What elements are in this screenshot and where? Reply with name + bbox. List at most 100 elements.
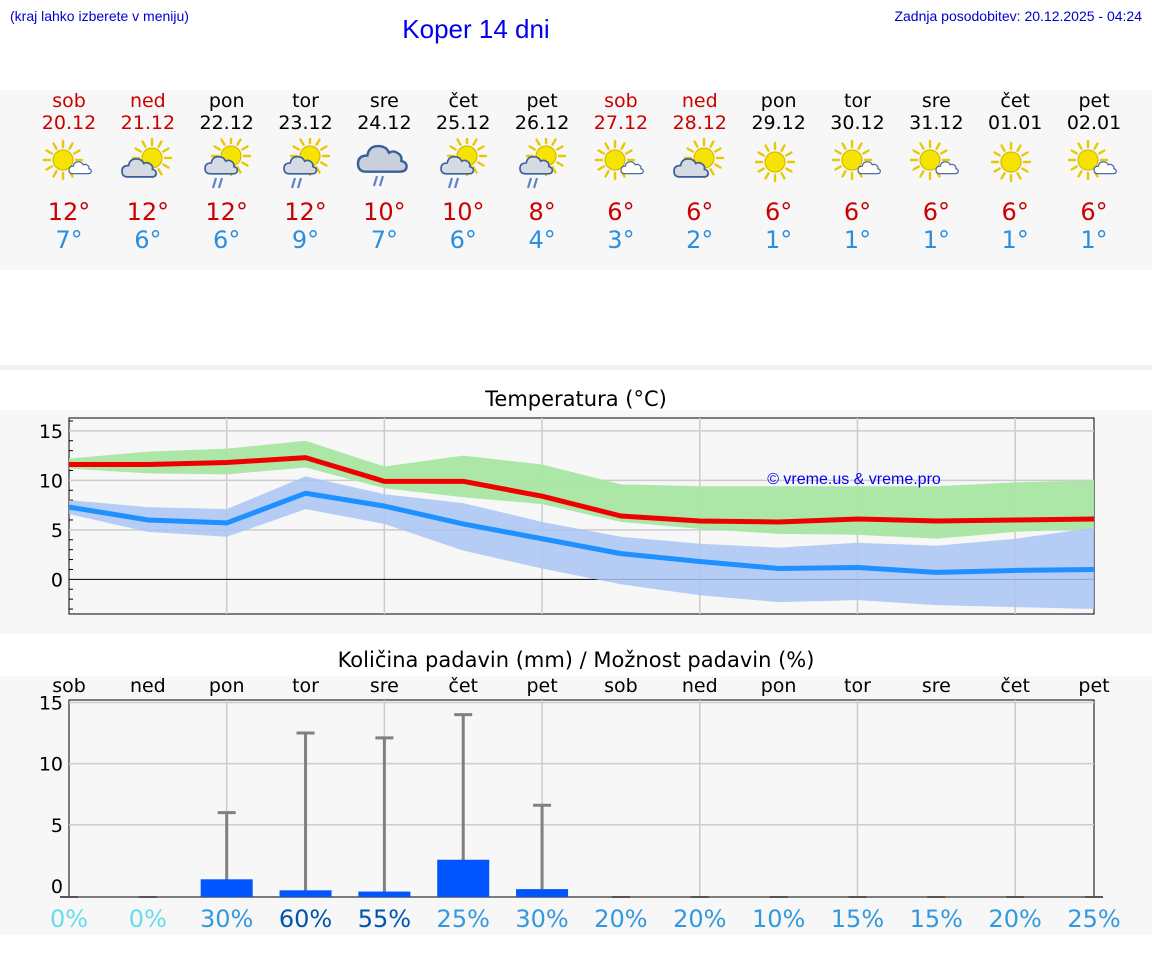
- max-temperature: 6°: [843, 198, 872, 226]
- y-tick-label: 15: [39, 421, 63, 443]
- menu-hint: (kraj lahko izberete v meniju): [10, 8, 189, 24]
- max-temperature: 12°: [284, 198, 327, 226]
- sun-cloud-icon: [29, 134, 109, 198]
- day-column: pet 26.12 8° 4°: [502, 90, 582, 254]
- precip-probability: 25%: [1067, 905, 1120, 933]
- sun-icon: [739, 134, 819, 198]
- x-tick-label: sre: [922, 675, 951, 697]
- tmin-range-band: [69, 476, 1094, 610]
- day-name: pon: [208, 90, 245, 112]
- min-temperature: 1°: [1001, 226, 1029, 254]
- day-date: 28.12: [672, 112, 727, 134]
- day-column: sob 20.12 12° 7°: [29, 90, 109, 254]
- sun-cloud-rain-icon: [423, 134, 503, 198]
- page-title: Koper 14 dni: [402, 14, 550, 44]
- sun-icon: [975, 134, 1055, 198]
- max-temperature: 8°: [528, 198, 556, 226]
- watermark: © vreme.us & vreme.pro: [767, 471, 941, 488]
- precip-probability: 20%: [673, 905, 726, 933]
- day-date: 26.12: [514, 112, 570, 134]
- day-name: ned: [681, 90, 718, 112]
- x-tick-label: ned: [130, 675, 166, 697]
- x-tick-label: pet: [1078, 675, 1109, 697]
- min-temperature: 1°: [922, 226, 950, 254]
- day-column: sre 24.12 10° 7°: [344, 90, 424, 254]
- forecast-band: [0, 90, 1152, 270]
- day-date: 21.12: [120, 112, 176, 134]
- day-date: 25.12: [436, 112, 491, 134]
- precip-probability: 30%: [200, 905, 253, 933]
- precip-probability: 15%: [910, 905, 963, 933]
- cloud-sun-icon: [660, 134, 740, 198]
- y-tick-label: 5: [51, 815, 63, 837]
- y-tick-label: 10: [39, 754, 63, 776]
- min-temperature: 1°: [843, 226, 872, 254]
- min-temperature: 6°: [213, 226, 241, 254]
- temperature-chart-title: Temperatura (°C): [485, 387, 667, 411]
- precip-bar: [437, 859, 490, 897]
- max-temperature: 10°: [441, 198, 485, 226]
- day-column: pon 29.12 6° 1°: [739, 90, 819, 254]
- precip-probability: 60%: [279, 905, 332, 933]
- day-date: 01.01: [987, 112, 1043, 134]
- day-column: tor 23.12 12° 9°: [266, 90, 346, 254]
- sun-cloud-icon: [818, 134, 898, 198]
- max-temperature: 12°: [47, 198, 91, 226]
- day-column: čet 01.01 6° 1°: [975, 90, 1055, 254]
- day-date: 02.01: [1066, 112, 1122, 134]
- x-tick-label: sob: [604, 675, 638, 697]
- day-date: 31.12: [909, 112, 964, 134]
- precip-bar: [516, 889, 569, 897]
- min-temperature: 4°: [528, 226, 556, 254]
- separator: [0, 365, 1152, 370]
- day-name: tor: [844, 90, 871, 112]
- day-name: ned: [129, 90, 166, 112]
- precipitation-plot-area: [68, 699, 1095, 898]
- max-temperature: 6°: [922, 198, 950, 226]
- day-name: pet: [526, 90, 558, 112]
- y-tick-label: 0: [51, 876, 63, 898]
- day-name: sob: [52, 90, 86, 112]
- day-column: pet 02.01 6° 1°: [1054, 90, 1134, 254]
- precip-probability: 20%: [594, 905, 647, 933]
- x-tick-label: ned: [682, 675, 718, 697]
- min-temperature: 6°: [449, 226, 477, 254]
- max-temperature: 12°: [126, 198, 170, 226]
- min-temperature: 1°: [1080, 226, 1108, 254]
- max-temperature: 12°: [205, 198, 248, 226]
- day-column: sre 31.12 6° 1°: [896, 90, 976, 254]
- day-date: 29.12: [751, 112, 806, 134]
- last-update: Zadnja posodobitev: 20.12.2025 - 04:24: [894, 8, 1142, 24]
- day-column: tor 30.12 6° 1°: [818, 90, 898, 254]
- tmax-line: [69, 455, 1095, 525]
- min-temperature: 3°: [607, 226, 635, 254]
- x-tick-label: pet: [526, 675, 557, 697]
- day-name: pet: [1078, 90, 1110, 112]
- max-temperature: 6°: [1080, 198, 1108, 226]
- day-name: sob: [604, 90, 638, 112]
- day-name: tor: [292, 90, 319, 112]
- min-temperature: 7°: [370, 226, 399, 254]
- day-date: 27.12: [593, 112, 649, 134]
- sun-cloud-icon: [581, 134, 661, 198]
- day-name: čet: [1000, 90, 1030, 112]
- x-tick-label: sob: [52, 675, 86, 697]
- day-column: sob 27.12 6° 3°: [581, 90, 661, 254]
- day-date: 22.12: [199, 112, 254, 134]
- day-date: 24.12: [357, 112, 412, 134]
- day-column: pon 22.12 12° 6°: [187, 90, 267, 254]
- precipitation-chart-title: Količina padavin (mm) / Možnost padavin …: [337, 648, 815, 672]
- x-tick-label: sre: [370, 675, 399, 697]
- precip-bar: [279, 890, 332, 897]
- sun-cloud-rain-icon: [502, 134, 582, 198]
- day-column: ned 28.12 6° 2°: [660, 90, 740, 254]
- precip-probability: 25%: [437, 905, 490, 933]
- tmin-line: [68, 490, 1095, 575]
- precip-probability: 55%: [358, 905, 411, 933]
- min-temperature: 9°: [291, 226, 320, 254]
- max-temperature: 6°: [765, 198, 793, 226]
- x-tick-label: tor: [844, 675, 871, 697]
- precip-bar: [200, 879, 253, 897]
- precip-probability: 0%: [50, 905, 88, 933]
- x-tick-label: pon: [761, 675, 797, 697]
